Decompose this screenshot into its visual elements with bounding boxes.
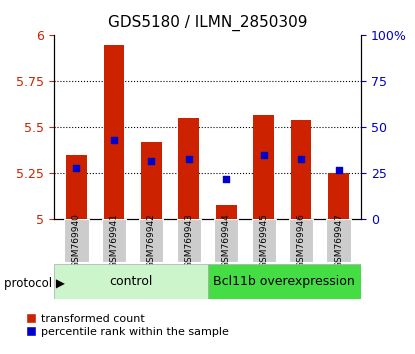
Text: GSM769947: GSM769947 bbox=[334, 213, 343, 268]
Bar bbox=[254, 115, 274, 219]
Point bbox=[260, 152, 267, 158]
Text: GSM769942: GSM769942 bbox=[147, 213, 156, 268]
Point bbox=[298, 156, 305, 161]
Text: protocol ▶: protocol ▶ bbox=[4, 277, 65, 290]
FancyBboxPatch shape bbox=[251, 219, 276, 262]
FancyBboxPatch shape bbox=[289, 219, 313, 262]
Text: Bcl11b overexpression: Bcl11b overexpression bbox=[213, 275, 355, 288]
Text: GSM769945: GSM769945 bbox=[259, 213, 268, 268]
Title: GDS5180 / ILMN_2850309: GDS5180 / ILMN_2850309 bbox=[108, 15, 307, 31]
FancyBboxPatch shape bbox=[214, 219, 238, 262]
FancyBboxPatch shape bbox=[64, 219, 88, 262]
FancyBboxPatch shape bbox=[102, 219, 126, 262]
Point bbox=[73, 165, 80, 171]
Bar bbox=[216, 205, 237, 219]
Bar bbox=[141, 142, 161, 219]
Text: GSM769944: GSM769944 bbox=[222, 213, 231, 268]
Text: GSM769943: GSM769943 bbox=[184, 213, 193, 268]
Point bbox=[110, 137, 117, 143]
Bar bbox=[178, 118, 199, 219]
FancyBboxPatch shape bbox=[177, 219, 201, 262]
FancyBboxPatch shape bbox=[208, 264, 361, 299]
Text: GSM769946: GSM769946 bbox=[297, 213, 305, 268]
Point bbox=[186, 156, 192, 161]
FancyBboxPatch shape bbox=[139, 219, 164, 262]
Bar bbox=[66, 155, 87, 219]
Bar bbox=[291, 120, 311, 219]
Text: GSM769940: GSM769940 bbox=[72, 213, 81, 268]
Text: control: control bbox=[109, 275, 152, 288]
Bar bbox=[328, 173, 349, 219]
Point bbox=[335, 167, 342, 173]
FancyBboxPatch shape bbox=[54, 264, 208, 299]
Point bbox=[223, 176, 229, 182]
Text: GSM769941: GSM769941 bbox=[110, 213, 118, 268]
Legend: transformed count, percentile rank within the sample: transformed count, percentile rank withi… bbox=[26, 314, 229, 337]
FancyBboxPatch shape bbox=[327, 219, 351, 262]
Bar bbox=[104, 45, 124, 219]
Point bbox=[148, 158, 155, 164]
